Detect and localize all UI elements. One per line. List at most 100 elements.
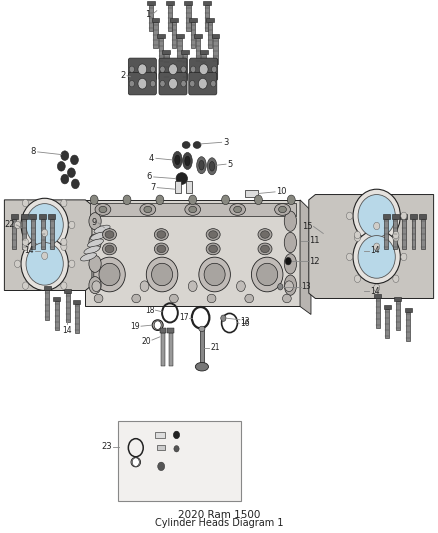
Ellipse shape xyxy=(183,152,192,169)
Bar xyxy=(66,293,70,322)
Text: 2020 Ram 1500: 2020 Ram 1500 xyxy=(178,511,260,520)
Ellipse shape xyxy=(251,257,283,292)
Bar xyxy=(157,34,165,38)
Circle shape xyxy=(188,281,197,292)
Circle shape xyxy=(173,431,180,439)
Ellipse shape xyxy=(189,206,197,213)
Ellipse shape xyxy=(206,229,220,240)
Circle shape xyxy=(14,221,21,229)
Bar xyxy=(153,22,158,48)
Bar xyxy=(166,1,174,5)
Circle shape xyxy=(92,281,101,292)
Bar xyxy=(203,1,211,5)
Text: 5: 5 xyxy=(228,160,233,168)
Ellipse shape xyxy=(94,225,110,233)
FancyBboxPatch shape xyxy=(189,72,217,95)
Ellipse shape xyxy=(358,236,395,278)
Text: 14: 14 xyxy=(62,326,71,335)
Ellipse shape xyxy=(353,230,400,284)
Bar xyxy=(46,290,49,320)
Ellipse shape xyxy=(99,206,107,213)
Text: 11: 11 xyxy=(309,237,319,245)
Circle shape xyxy=(22,238,28,246)
Text: 10: 10 xyxy=(276,188,286,196)
Bar xyxy=(191,22,195,48)
Circle shape xyxy=(181,80,186,87)
Ellipse shape xyxy=(105,231,114,238)
Circle shape xyxy=(199,64,208,75)
Circle shape xyxy=(138,78,147,89)
Bar xyxy=(73,300,80,304)
Circle shape xyxy=(71,179,79,189)
Ellipse shape xyxy=(261,245,269,253)
FancyBboxPatch shape xyxy=(190,58,218,80)
Ellipse shape xyxy=(230,204,245,215)
Ellipse shape xyxy=(283,294,291,303)
FancyBboxPatch shape xyxy=(128,58,156,80)
Ellipse shape xyxy=(89,213,101,230)
Circle shape xyxy=(285,281,293,292)
Circle shape xyxy=(123,195,131,205)
Circle shape xyxy=(132,458,139,466)
Circle shape xyxy=(129,66,134,72)
Bar xyxy=(149,5,153,31)
Bar xyxy=(200,50,208,54)
Bar xyxy=(169,333,173,366)
Bar xyxy=(11,214,18,219)
Bar xyxy=(44,286,51,290)
Ellipse shape xyxy=(99,263,120,286)
Ellipse shape xyxy=(353,189,400,243)
Bar xyxy=(31,219,35,249)
Circle shape xyxy=(189,195,197,205)
Text: 19: 19 xyxy=(131,322,140,330)
Bar xyxy=(157,445,165,450)
Circle shape xyxy=(61,174,69,184)
Circle shape xyxy=(287,195,295,205)
Circle shape xyxy=(129,80,134,87)
Ellipse shape xyxy=(261,231,269,238)
Ellipse shape xyxy=(26,204,63,246)
Text: 2: 2 xyxy=(120,71,125,80)
Circle shape xyxy=(169,64,177,75)
Circle shape xyxy=(42,229,48,237)
Circle shape xyxy=(401,253,407,261)
Ellipse shape xyxy=(88,239,103,247)
Bar xyxy=(200,328,204,368)
Bar xyxy=(208,22,212,48)
Bar xyxy=(175,181,181,193)
Bar xyxy=(206,18,214,22)
Circle shape xyxy=(393,275,399,282)
Circle shape xyxy=(140,281,149,292)
Circle shape xyxy=(160,66,165,72)
Circle shape xyxy=(181,66,186,72)
Ellipse shape xyxy=(84,246,100,254)
Text: 3: 3 xyxy=(223,138,229,147)
Text: 13: 13 xyxy=(240,317,250,326)
Circle shape xyxy=(174,446,179,452)
Bar xyxy=(161,333,165,366)
Ellipse shape xyxy=(81,253,96,261)
Bar xyxy=(12,219,17,249)
Ellipse shape xyxy=(197,157,206,174)
Circle shape xyxy=(354,231,360,239)
Ellipse shape xyxy=(257,263,278,286)
Bar xyxy=(147,1,155,5)
Bar xyxy=(376,298,379,328)
Circle shape xyxy=(57,161,65,171)
Bar xyxy=(184,1,192,5)
Ellipse shape xyxy=(89,234,101,251)
Bar xyxy=(384,305,391,309)
Bar xyxy=(406,312,410,341)
Circle shape xyxy=(154,321,161,329)
Bar xyxy=(74,304,78,333)
Circle shape xyxy=(14,260,21,268)
Bar xyxy=(405,308,412,312)
Ellipse shape xyxy=(284,211,297,231)
Ellipse shape xyxy=(176,173,187,184)
Circle shape xyxy=(67,168,75,177)
Ellipse shape xyxy=(275,204,290,215)
Text: 22: 22 xyxy=(5,221,15,229)
Ellipse shape xyxy=(102,229,117,240)
Circle shape xyxy=(278,284,283,290)
Bar xyxy=(383,214,390,219)
